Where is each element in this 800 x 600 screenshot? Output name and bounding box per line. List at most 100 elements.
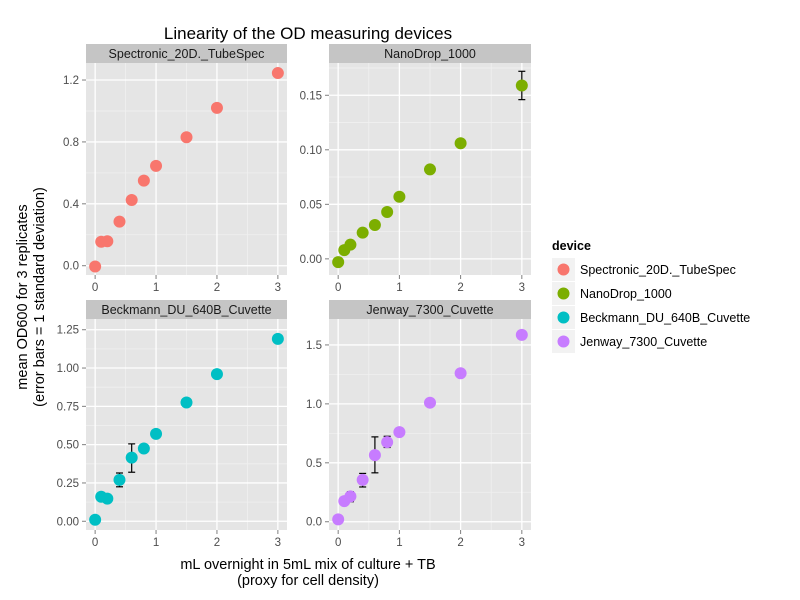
- data-point: [210, 368, 223, 381]
- data-point: [515, 79, 528, 92]
- chart-title: Linearity of the OD measuring devices: [164, 24, 452, 43]
- y-tick-label: 0.0: [63, 261, 79, 273]
- x-tick-label: 1: [153, 537, 159, 549]
- data-point: [180, 131, 193, 144]
- data-point: [113, 215, 126, 228]
- data-point: [89, 513, 102, 526]
- x-tick-label: 1: [396, 537, 402, 549]
- data-point: [180, 396, 193, 409]
- facet-strip-label: Beckmann_DU_640B_Cuvette: [101, 303, 271, 317]
- data-point: [125, 451, 138, 464]
- legend-entry-label: NanoDrop_1000: [580, 287, 672, 301]
- facet-strip: [329, 44, 531, 63]
- legend-entry: Jenway_7300_Cuvette: [552, 330, 707, 353]
- y-tick-label: 0.15: [300, 90, 322, 102]
- x-tick-label: 3: [275, 282, 281, 294]
- facet-strip: [86, 300, 287, 319]
- y-tick-label: 0.0: [306, 517, 322, 529]
- legend-entry-label: Beckmann_DU_640B_Cuvette: [580, 311, 750, 325]
- data-point: [332, 256, 345, 269]
- x-tick-label: 2: [457, 537, 463, 549]
- data-point: [271, 332, 284, 345]
- data-point: [356, 473, 369, 486]
- data-point: [150, 159, 163, 172]
- facet-strip: [329, 300, 531, 319]
- data-point: [381, 205, 394, 218]
- x-tick-label: 2: [457, 282, 463, 294]
- y-axis-label-line2: (error bars = 1 standard deviation): [32, 187, 48, 407]
- data-point: [424, 396, 436, 409]
- data-point: [332, 513, 345, 526]
- y-tick-label: 1.25: [57, 325, 79, 337]
- facet-panel: NanoDrop_1000 0 1 2 3 0.00 0.05 0.10 0.15: [300, 44, 531, 294]
- y-tick-label: 0.05: [300, 199, 322, 211]
- data-point: [356, 226, 369, 239]
- y-tick-label: 0.75: [57, 401, 79, 413]
- legend-entry: Spectronic_20D._TubeSpec: [552, 258, 736, 281]
- legend-key-swatch: [557, 335, 570, 348]
- y-tick-label: 0.00: [300, 254, 322, 266]
- data-point: [137, 174, 150, 187]
- x-tick-label: 3: [519, 537, 525, 549]
- legend-key-swatch: [557, 263, 570, 276]
- legend-key-swatch: [557, 311, 570, 324]
- data-point: [137, 442, 150, 455]
- x-tick-label: 0: [92, 282, 98, 294]
- y-tick-label: 0.10: [300, 145, 322, 157]
- data-point: [454, 367, 467, 380]
- legend-title: device: [552, 239, 591, 253]
- y-tick-label: 0.5: [306, 458, 322, 470]
- x-tick-label: 1: [153, 282, 159, 294]
- y-tick-label: 0.00: [57, 516, 79, 528]
- x-tick-label: 3: [519, 282, 525, 294]
- legend-entry: NanoDrop_1000: [552, 282, 672, 305]
- data-point: [393, 426, 406, 439]
- facet-strip-label: Jenway_7300_Cuvette: [366, 303, 493, 317]
- data-point: [368, 219, 381, 232]
- data-point: [381, 436, 394, 449]
- facet-strip: [86, 44, 287, 63]
- facet-strip-label: NanoDrop_1000: [384, 47, 476, 61]
- facet-panels: Spectronic_20D._TubeSpec 0 1 2 3 0.0 0.4 0.8 1.2…: [57, 44, 531, 549]
- data-point: [125, 193, 138, 206]
- facet-panel: Beckmann_DU_640B_Cuvette 0 1 2 3 0.00 0.25 0.50…: [57, 300, 287, 549]
- y-tick-label: 0.8: [63, 137, 79, 149]
- data-point: [150, 427, 163, 440]
- data-point: [454, 137, 467, 150]
- y-axis-label-line1: mean OD600 for 3 replicates: [15, 204, 31, 389]
- data-point: [89, 260, 102, 273]
- facet-strip-label: Spectronic_20D._TubeSpec: [109, 47, 265, 61]
- x-tick-label: 2: [214, 282, 220, 294]
- y-tick-label: 1.0: [306, 399, 322, 411]
- data-point: [515, 328, 528, 341]
- facet-panel: Spectronic_20D._TubeSpec 0 1 2 3 0.0 0.4 0.8 1.2: [63, 44, 287, 294]
- x-tick-label: 2: [214, 537, 220, 549]
- data-point: [344, 238, 357, 251]
- legend-entry-label: Jenway_7300_Cuvette: [580, 335, 707, 349]
- legend: device Spectronic_20D._TubeSpec NanoDrop_…: [552, 239, 750, 353]
- y-tick-label: 1.5: [306, 340, 322, 352]
- data-point: [210, 101, 223, 114]
- legend-entry-label: Spectronic_20D._TubeSpec: [580, 263, 736, 277]
- x-axis-label-line2: (proxy for cell density): [237, 573, 379, 589]
- facet-panel: Jenway_7300_Cuvette 0 1 2 3 0.0 0.5 1.0 1.5: [306, 300, 531, 549]
- data-point: [271, 67, 284, 80]
- legend-key-swatch: [557, 287, 570, 300]
- data-point: [393, 190, 406, 203]
- data-point: [368, 449, 381, 462]
- data-point: [344, 490, 357, 503]
- x-tick-label: 0: [335, 537, 341, 549]
- data-point: [424, 163, 436, 176]
- y-tick-label: 0.4: [63, 199, 80, 211]
- y-tick-label: 1.2: [63, 75, 79, 87]
- y-tick-label: 0.25: [57, 478, 79, 490]
- x-tick-label: 0: [335, 282, 341, 294]
- x-axis-label-line1: mL overnight in 5mL mix of culture + TB: [180, 557, 435, 573]
- x-tick-label: 1: [396, 282, 402, 294]
- legend-entry: Beckmann_DU_640B_Cuvette: [552, 306, 750, 329]
- data-point: [101, 492, 114, 505]
- y-tick-label: 0.50: [57, 440, 79, 452]
- data-point: [101, 235, 114, 248]
- x-tick-label: 0: [92, 537, 98, 549]
